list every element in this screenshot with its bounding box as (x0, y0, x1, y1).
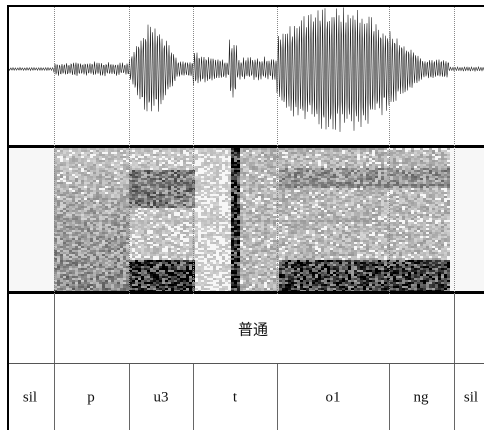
spectrogram-texture (54, 148, 450, 291)
phone-boundary-line[interactable] (389, 364, 390, 430)
phone-label-p: p (87, 389, 95, 406)
boundary-guide (277, 7, 278, 294)
phone-label-sil-end: sil (463, 389, 479, 406)
boundary-guide (389, 7, 390, 294)
word-label: 普通 (237, 320, 269, 339)
spectrogram-panel[interactable] (9, 148, 484, 294)
phone-boundary-line[interactable] (54, 364, 55, 430)
phone-label-t: t (232, 389, 238, 406)
praat-annotation-view: 普通 sil p u3 t o1 ng sil (7, 5, 484, 430)
phone-label-ng: ng (413, 389, 429, 406)
boundary-guide (129, 7, 130, 294)
waveform-plot (9, 7, 484, 132)
word-tier[interactable]: 普通 (9, 294, 484, 364)
phone-boundary-line[interactable] (454, 364, 455, 430)
boundary-guide (193, 7, 194, 294)
phone-boundary-line[interactable] (277, 364, 278, 430)
phone-tier[interactable]: sil p u3 t o1 ng sil (9, 364, 484, 430)
phone-boundary-line[interactable] (193, 364, 194, 430)
waveform-panel[interactable] (9, 7, 484, 148)
phone-label-o1: o1 (325, 389, 341, 406)
word-boundary-line[interactable] (454, 294, 455, 363)
waveform-trace (9, 7, 484, 132)
phone-label-u3: u3 (153, 389, 169, 406)
phone-boundary-line[interactable] (129, 364, 130, 430)
phone-label-sil-start: sil (22, 389, 38, 406)
spectrogram-plot (54, 148, 450, 291)
word-boundary-line[interactable] (54, 294, 55, 363)
boundary-guide (454, 7, 455, 294)
boundary-guide (54, 7, 55, 294)
